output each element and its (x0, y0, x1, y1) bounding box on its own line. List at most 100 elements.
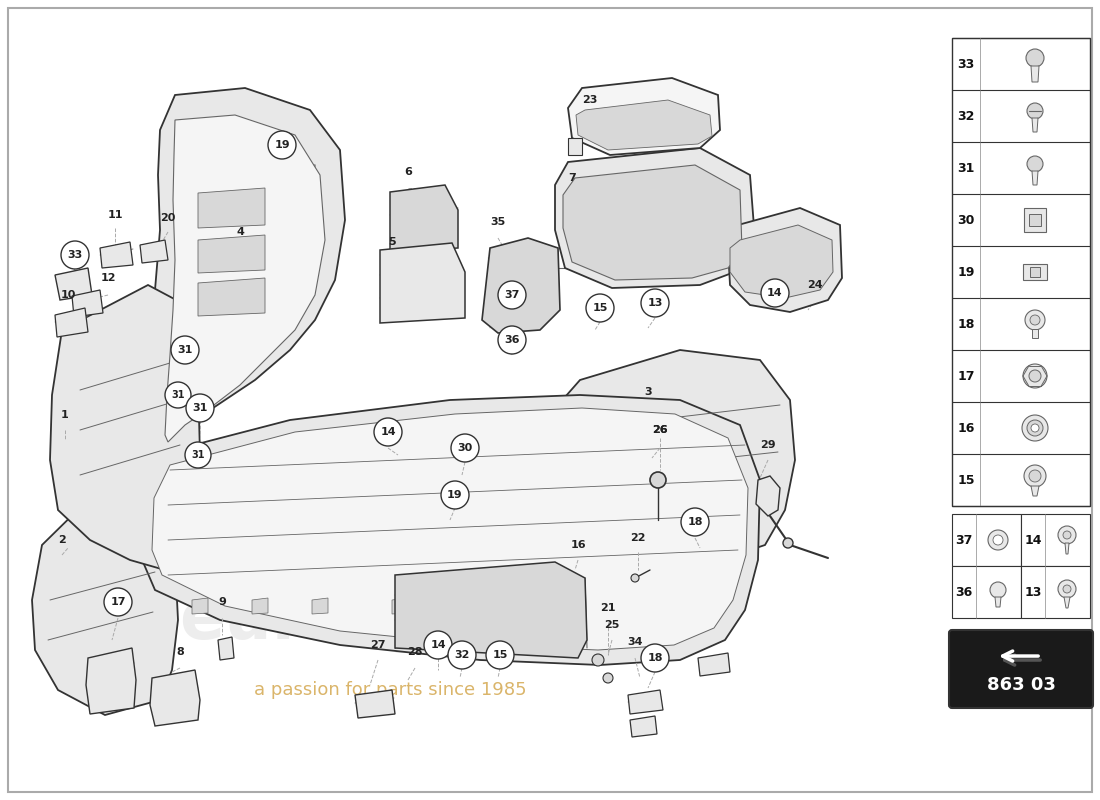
Polygon shape (1024, 208, 1046, 232)
Circle shape (374, 418, 401, 446)
Circle shape (1026, 49, 1044, 67)
Polygon shape (1031, 66, 1040, 82)
Polygon shape (150, 670, 200, 726)
Text: 31: 31 (191, 450, 205, 460)
Circle shape (761, 279, 789, 307)
Polygon shape (218, 637, 234, 660)
Polygon shape (1031, 486, 1040, 496)
Polygon shape (698, 653, 730, 676)
Text: 30: 30 (957, 214, 975, 226)
Polygon shape (1032, 171, 1038, 185)
Polygon shape (86, 648, 136, 714)
Text: 31: 31 (172, 390, 185, 400)
Polygon shape (395, 562, 587, 658)
Circle shape (631, 574, 639, 582)
Text: 19: 19 (448, 490, 463, 500)
Text: 36: 36 (956, 586, 972, 598)
Circle shape (498, 326, 526, 354)
Text: 7: 7 (568, 173, 576, 183)
Text: 10: 10 (60, 290, 76, 300)
Polygon shape (1028, 214, 1041, 226)
Circle shape (990, 582, 1006, 598)
Circle shape (1063, 585, 1071, 593)
Text: 21: 21 (601, 603, 616, 613)
Polygon shape (556, 148, 755, 288)
Polygon shape (165, 115, 324, 442)
Text: 15: 15 (493, 650, 508, 660)
Text: 3: 3 (645, 387, 652, 397)
Circle shape (441, 481, 469, 509)
Text: 16: 16 (957, 422, 975, 434)
Text: 33: 33 (67, 250, 82, 260)
Circle shape (498, 281, 526, 309)
Text: 26: 26 (652, 425, 668, 435)
Polygon shape (628, 690, 663, 714)
Circle shape (1022, 415, 1048, 441)
Text: 24: 24 (807, 280, 823, 290)
Text: 18: 18 (647, 653, 662, 663)
Polygon shape (140, 240, 168, 263)
Text: 26: 26 (652, 425, 668, 435)
FancyBboxPatch shape (1021, 566, 1090, 618)
Circle shape (1030, 315, 1040, 325)
Polygon shape (252, 598, 268, 614)
Text: 863 03: 863 03 (987, 676, 1055, 694)
Polygon shape (100, 242, 133, 268)
Text: 14: 14 (767, 288, 783, 298)
Text: 14: 14 (430, 640, 446, 650)
Polygon shape (462, 598, 478, 614)
Text: 15: 15 (592, 303, 607, 313)
Circle shape (451, 434, 478, 462)
Text: 4: 4 (236, 227, 244, 237)
Text: 37: 37 (955, 534, 972, 546)
Polygon shape (482, 238, 560, 333)
FancyBboxPatch shape (949, 630, 1093, 708)
Text: 6: 6 (404, 167, 411, 177)
Polygon shape (630, 716, 657, 737)
Circle shape (104, 588, 132, 616)
Polygon shape (379, 243, 465, 323)
Circle shape (1023, 364, 1047, 388)
Polygon shape (568, 78, 720, 155)
Circle shape (1027, 420, 1043, 436)
Polygon shape (1065, 543, 1069, 554)
FancyBboxPatch shape (952, 566, 1021, 618)
Circle shape (268, 131, 296, 159)
Polygon shape (198, 278, 265, 316)
Polygon shape (1032, 329, 1038, 338)
Polygon shape (55, 308, 88, 337)
Text: 34: 34 (627, 637, 642, 647)
Polygon shape (152, 408, 748, 650)
Polygon shape (1030, 267, 1040, 277)
FancyBboxPatch shape (952, 38, 1090, 506)
Circle shape (641, 644, 669, 672)
Text: 31: 31 (957, 162, 975, 174)
Circle shape (988, 530, 1008, 550)
Polygon shape (568, 138, 582, 155)
Text: 9: 9 (218, 597, 226, 607)
Text: 17: 17 (110, 597, 125, 607)
Polygon shape (72, 290, 103, 317)
Text: 20: 20 (161, 213, 176, 223)
Text: 25: 25 (604, 620, 619, 630)
Circle shape (486, 641, 514, 669)
Polygon shape (556, 350, 795, 560)
Polygon shape (730, 225, 833, 298)
Text: 28: 28 (407, 647, 422, 657)
Text: 1: 1 (62, 410, 69, 420)
Text: 31: 31 (192, 403, 208, 413)
Circle shape (650, 472, 666, 488)
Polygon shape (198, 188, 265, 228)
Text: 18: 18 (688, 517, 703, 527)
Text: a passion for parts since 1985: a passion for parts since 1985 (254, 681, 526, 699)
Circle shape (1027, 156, 1043, 172)
Circle shape (186, 394, 214, 422)
Polygon shape (1064, 597, 1070, 608)
Circle shape (1058, 526, 1076, 544)
Text: 2: 2 (58, 535, 66, 545)
Text: eurospares: eurospares (179, 587, 601, 653)
Polygon shape (1032, 118, 1038, 132)
Circle shape (1063, 531, 1071, 539)
Text: 32: 32 (454, 650, 470, 660)
FancyBboxPatch shape (1021, 514, 1090, 566)
